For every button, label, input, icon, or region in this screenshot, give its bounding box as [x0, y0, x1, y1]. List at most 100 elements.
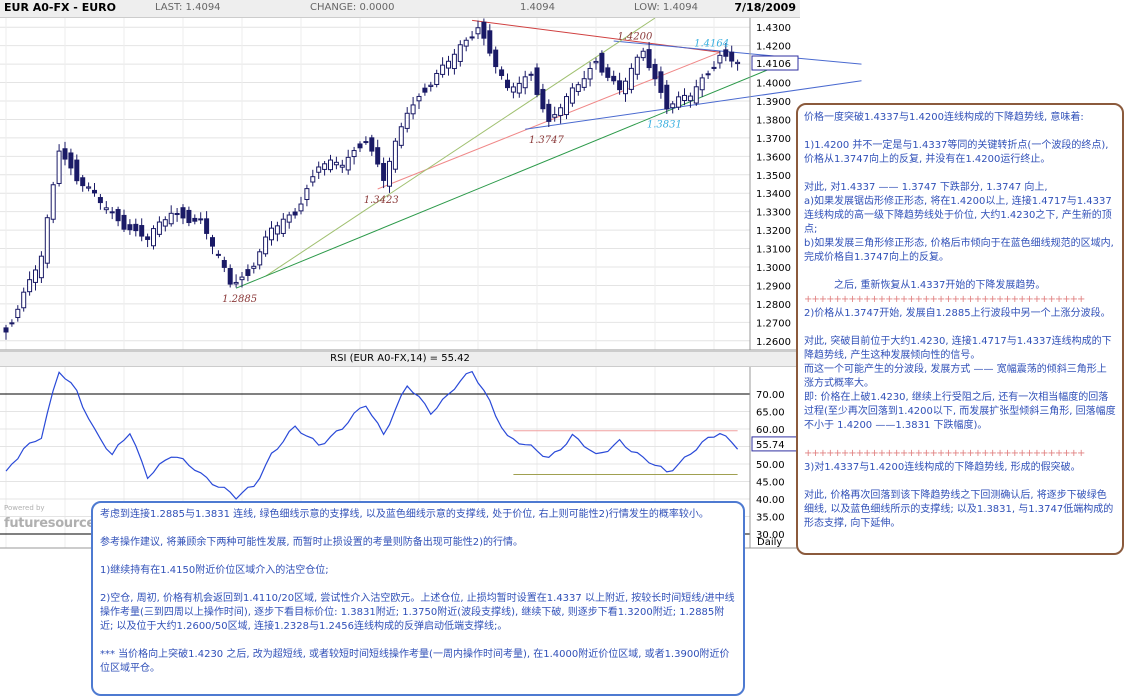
rsi-series	[5, 370, 739, 500]
candle-body	[168, 212, 174, 225]
note-paragraph: 3)对1.4337与1.4200连线构成的下降趋势线, 形成的假突破。	[804, 462, 1081, 473]
price-tick-label: 1.3800	[756, 115, 791, 126]
candle-body	[640, 50, 646, 59]
candle-body	[221, 260, 227, 268]
price-annotation: 1.4164	[694, 38, 729, 49]
candle-body	[50, 184, 56, 220]
analysis-note-right: 价格一度突破1.4337与1.4200连线构成的下降趋势线, 意味着: 1)1.…	[796, 103, 1124, 555]
close-label-box	[751, 55, 799, 71]
price-annotation: 1.3747	[529, 135, 565, 146]
candle-body	[699, 77, 705, 91]
candle-body	[410, 104, 416, 115]
candle-body	[345, 156, 351, 171]
candle-body	[381, 162, 387, 181]
note-separator: ++++++++++++++++++++++++++++++++++++++	[804, 294, 1085, 305]
candle-body	[446, 60, 451, 69]
note-paragraph: 对此, 突破目前位于大约1.4230, 连接1.4717与1.4337连线构成的…	[804, 336, 1112, 361]
candle-body	[351, 150, 357, 158]
candle-body	[422, 87, 428, 93]
candle-body	[682, 94, 687, 102]
candle-body	[103, 207, 109, 211]
candle-body	[174, 213, 180, 216]
candle-body	[357, 143, 363, 149]
note-separator: ++++++++++++++++++++++++++++++++++++++	[804, 448, 1085, 459]
candle-body	[233, 281, 239, 285]
candle-body	[21, 291, 27, 309]
candle-body	[581, 78, 587, 88]
price-tick-label: 1.3700	[756, 134, 791, 145]
candle-body	[693, 86, 699, 104]
candle-body	[493, 49, 499, 68]
candle-body	[210, 237, 215, 247]
candle-body	[475, 27, 481, 35]
rsi-title: RSI (EUR A0-FX,14) = 55.42	[330, 353, 470, 364]
candle-body	[398, 126, 404, 146]
candle-body	[286, 214, 292, 223]
candle-body	[269, 227, 274, 241]
candle-body	[593, 60, 599, 64]
note-paragraph: 之后, 重新恢复从1.4337开始的下降发展趋势。	[834, 280, 1046, 291]
candle-body	[664, 84, 670, 110]
rsi-grid	[0, 393, 750, 535]
candle-body	[133, 223, 139, 232]
price-annotation: 1.4200	[617, 32, 653, 43]
price-tick-label: 1.3900	[756, 97, 791, 108]
candle-body	[416, 95, 422, 102]
candle-body	[316, 166, 322, 173]
price-tick-label: 1.3100	[756, 245, 791, 256]
note-paragraph: b)如果发展三角形修正形态, 价格后市倾向于在蓝色细线规范的区域内, 完成价格自…	[804, 238, 1114, 263]
price-tick-label: 1.4200	[756, 42, 791, 53]
candle-body	[292, 211, 298, 216]
note-paragraph: 考虑到连接1.2885与1.3831 连线, 绿色细线示意的支撑线, 以及蓝色细…	[100, 509, 709, 520]
close-label: 1.4106	[756, 59, 791, 70]
candle-body	[139, 225, 145, 237]
candle-body	[310, 176, 316, 183]
candle-body	[145, 236, 151, 240]
candle-body	[27, 279, 33, 293]
rsi-tick-label: 40.00	[756, 495, 785, 506]
candle-body	[92, 189, 97, 194]
candle-body	[652, 63, 658, 80]
candle-body	[162, 219, 168, 227]
rsi-value-label: 55.74	[756, 440, 785, 451]
low-price: LOW: 1.4094	[634, 2, 698, 13]
candle-body	[9, 322, 15, 325]
candle-body	[463, 39, 469, 47]
chart-title: EUR A0-FX - EURO	[4, 1, 116, 14]
candle-body	[109, 211, 115, 214]
candle-body	[333, 161, 339, 166]
candle-body	[80, 177, 86, 187]
candle-body	[481, 21, 487, 39]
candle-body	[723, 49, 729, 57]
candle-body	[363, 141, 369, 144]
candle-body	[263, 236, 269, 255]
candle-body	[56, 150, 62, 184]
candle-body	[564, 96, 569, 116]
price-tick-label: 1.4300	[756, 23, 791, 34]
candle-body	[86, 186, 92, 189]
note-paragraph: a)如果发展锯齿形修正形态, 将在1.4200以上, 连接1.4717与1.43…	[804, 196, 1112, 235]
candle-body	[687, 95, 693, 102]
rsi-tick-label: 65.00	[756, 408, 785, 419]
candle-body	[186, 209, 192, 224]
note-paragraph: 对此, 对1.4337 —— 1.3747 下跌部分, 1.3747 向上,	[804, 182, 1048, 193]
rsi-tick-label: 50.00	[756, 460, 785, 471]
candle-body	[328, 159, 333, 171]
candle-body	[74, 159, 80, 182]
rsi-tick-label: 35.00	[756, 513, 785, 524]
candle-body	[611, 75, 617, 82]
note-paragraph: 2)空仓, 周初, 价格有机会返回到1.4110/20区域, 尝试性介入沽空欧元…	[100, 593, 735, 632]
candle-body	[274, 225, 280, 235]
candle-body	[534, 67, 540, 95]
candle-body	[121, 214, 127, 230]
rsi-tick-label: 30.00	[756, 530, 785, 541]
chart-date: 7/18/2009	[734, 1, 796, 14]
price-annotation: 1.3423	[364, 195, 399, 206]
candle-body	[670, 103, 676, 109]
candle-body	[280, 218, 286, 234]
candle-body	[711, 66, 717, 69]
trend-line	[613, 40, 862, 65]
candle-body	[499, 69, 505, 76]
rsi-line	[5, 370, 739, 500]
candle-body	[487, 30, 493, 54]
